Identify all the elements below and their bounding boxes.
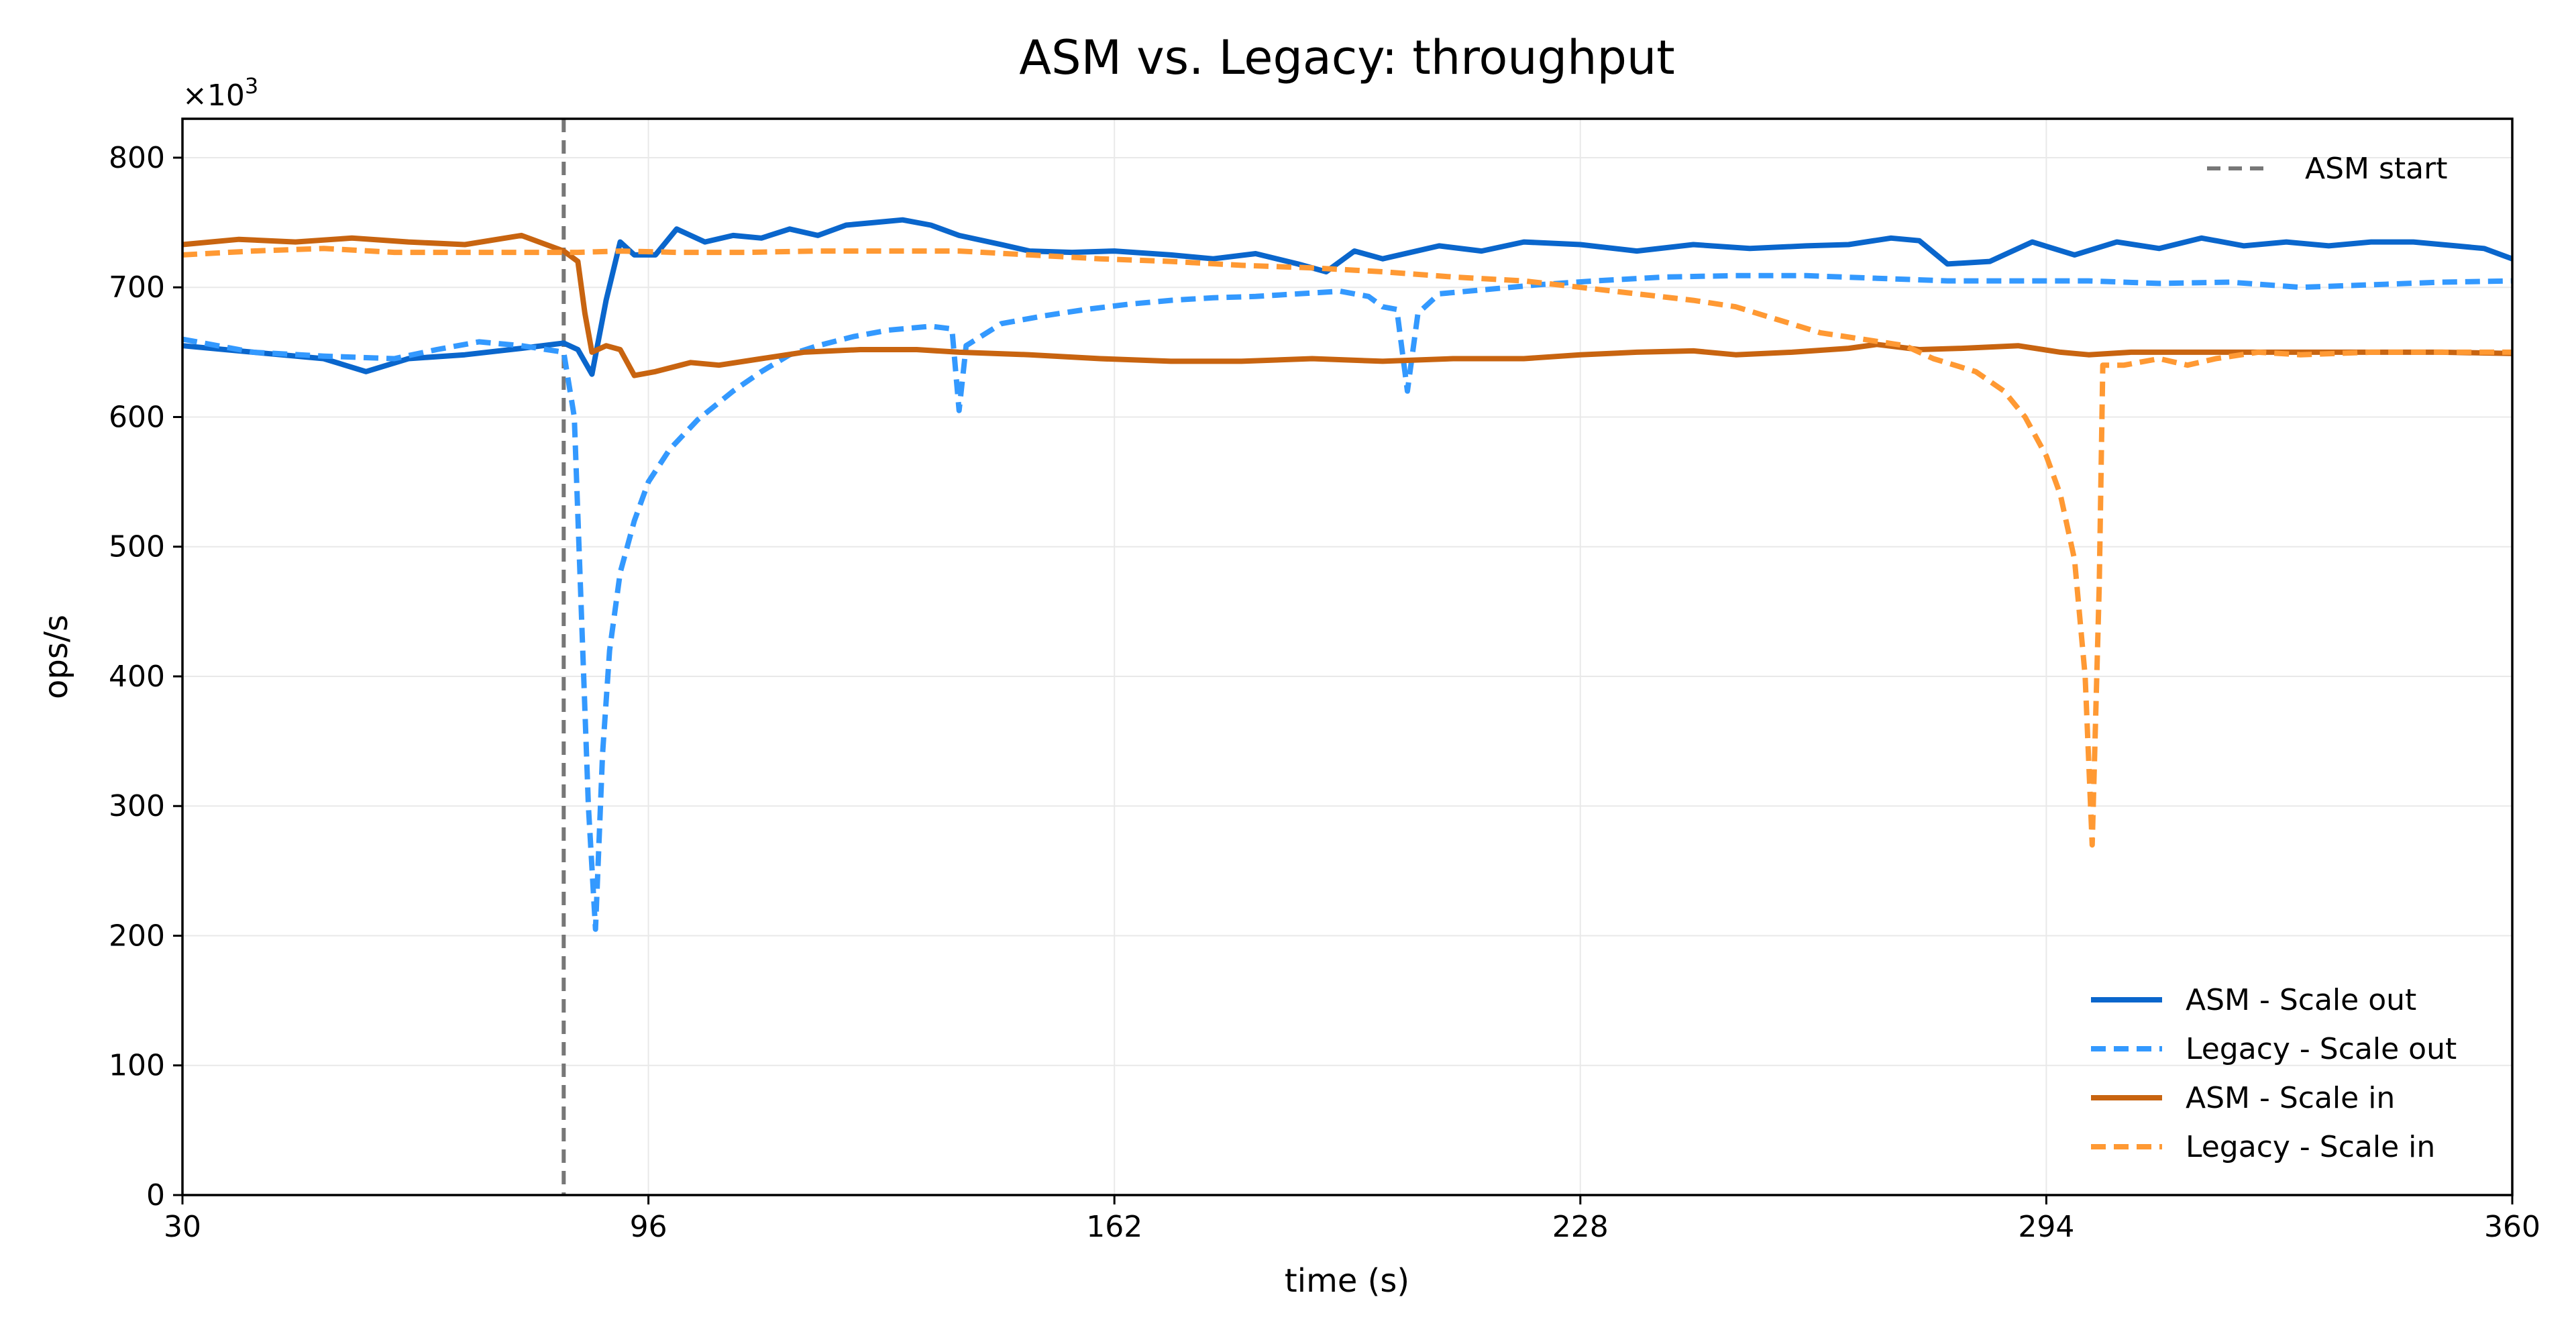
x-tick-label: 294 [2018,1210,2074,1244]
axis-ticks: 30 96 162 228 294 360 0 100 200 300 400 500 600 700 80… [109,141,2540,1244]
x-tick-label: 30 [164,1210,201,1244]
y-tick-label: 0 [146,1178,165,1213]
y-tick-label: 100 [109,1049,165,1083]
x-axis-label: time (s) [1285,1262,1409,1300]
legend-label-legacy-scale-out: Legacy - Scale out [2186,1032,2457,1066]
legend-bottom: ASM - Scale out Legacy - Scale out ASM - S… [2091,983,2457,1164]
grid [182,119,2513,1196]
legend-label-asm-scale-out: ASM - Scale out [2186,983,2416,1017]
y-tick-label: 500 [109,530,165,564]
legend-top: ASM start [2207,152,2447,186]
y-tick-label: 700 [109,270,165,305]
y-axis-label: ops/s [38,615,75,699]
series-line-asm-scale-out [182,217,2514,377]
y-tick-label: 200 [109,919,165,953]
series-lines [182,217,2514,932]
x-tick-label: 360 [2484,1210,2540,1244]
plot-area-frame [181,117,2514,1196]
y-tick-label: 600 [109,400,165,434]
x-tick-label: 96 [630,1210,667,1244]
y-tick-label: 800 [109,141,165,175]
legend-label-legacy-scale-in: Legacy - Scale in [2186,1130,2435,1164]
x-tick-label: 162 [1086,1210,1142,1244]
series-line-legacy-scale-out [182,272,2513,932]
y-tick-label: 300 [109,789,165,823]
x-tick-label: 228 [1552,1210,1609,1244]
y-tick-label: 400 [109,660,165,694]
series-line-legacy-scale-in [182,246,2512,848]
y-multiplier: ×103 [182,73,258,113]
legend-label-asm-scale-in: ASM - Scale in [2186,1081,2395,1115]
chart-title: ASM vs. Legacy: throughput [1019,30,1674,85]
legend-label-asm-start: ASM start [2305,152,2447,186]
series-line-asm-scale-in [182,232,2513,378]
